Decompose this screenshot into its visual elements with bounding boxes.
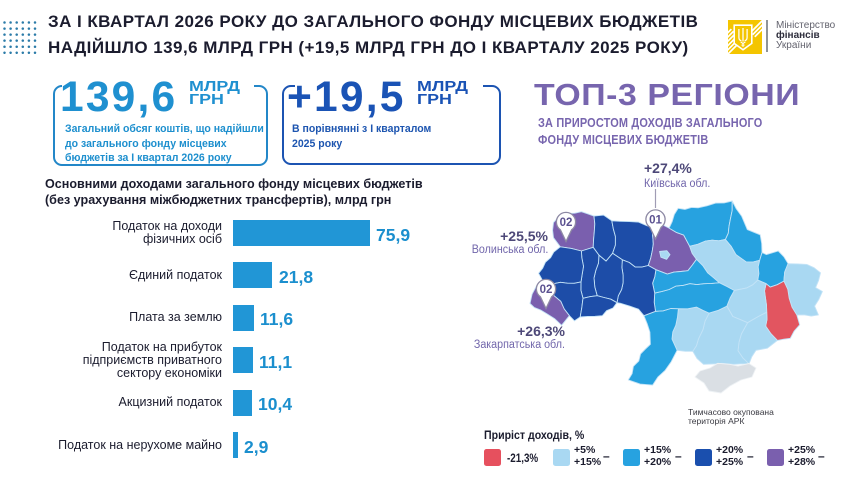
svg-text:02: 02 (560, 217, 573, 229)
svg-text:02: 02 (540, 284, 553, 296)
svg-text:01: 01 (649, 215, 662, 227)
